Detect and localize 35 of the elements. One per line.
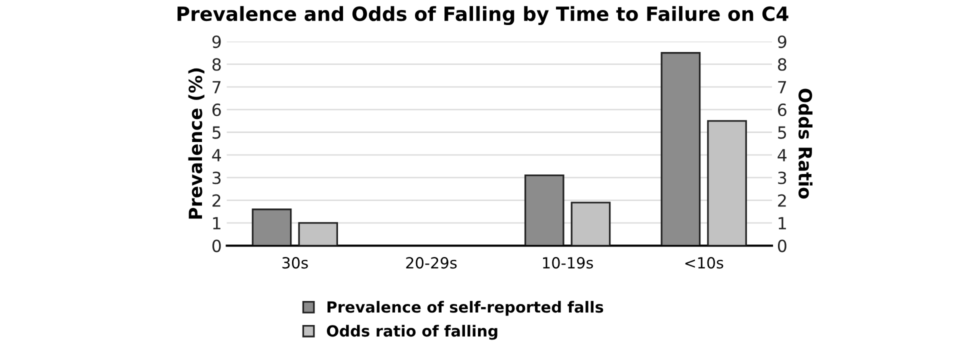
y-tick-label: 8 — [212, 58, 221, 71]
y-tick-label: 4 — [212, 149, 221, 162]
x-tick-label: 10-19s — [543, 257, 593, 269]
y2-tick-label: 5 — [778, 126, 786, 139]
bar — [570, 202, 611, 246]
x-tick-label: <10s — [685, 257, 724, 269]
y2-axis-title: Odds Ratio — [798, 88, 812, 199]
y2-tick-label: 4 — [778, 149, 787, 162]
y-tick-label: 6 — [212, 104, 221, 116]
y2-tick-label: 7 — [778, 81, 786, 94]
y2-tick-label: 9 — [778, 35, 786, 48]
bar — [252, 208, 292, 246]
x-tick-label: 20-29s — [406, 257, 457, 269]
y-tick-label: 5 — [212, 126, 220, 139]
legend-label: Prevalence of self-reported falls — [328, 300, 604, 316]
y2-tick-label: 1 — [778, 217, 786, 230]
y2-tick-label: 8 — [778, 58, 786, 71]
bar — [298, 222, 338, 246]
y-tick-label: 0 — [212, 240, 221, 252]
y2-tick-label: 2 — [778, 194, 786, 207]
x-tick-label: 30s — [282, 257, 308, 269]
y2-tick-label: 0 — [778, 240, 786, 252]
y-tick-label: 1 — [213, 217, 220, 230]
y-tick-label: 2 — [212, 194, 220, 207]
bar — [660, 52, 701, 246]
bar — [707, 120, 747, 246]
legend-label: Odds ratio of falling — [326, 324, 498, 340]
y-tick-label: 9 — [212, 35, 221, 48]
y-axis-title: Prevalence (%) — [188, 68, 204, 219]
bar — [524, 174, 564, 246]
y-tick-label: 7 — [212, 81, 220, 94]
y-tick-label: 3 — [212, 172, 221, 184]
chart-title: Prevalence and Odds of Falling by Time to Failure on C4 — [178, 6, 788, 26]
y2-tick-label: 6 — [778, 104, 786, 116]
y2-tick-label: 3 — [778, 172, 786, 184]
